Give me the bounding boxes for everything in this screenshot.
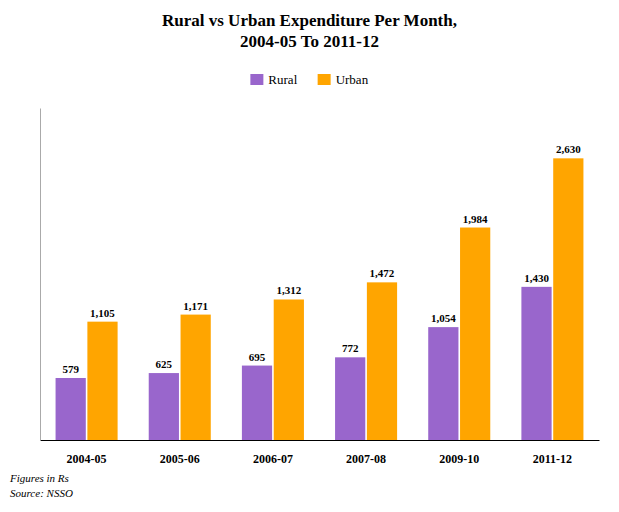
data-label: 772 xyxy=(342,342,359,354)
data-label: 579 xyxy=(62,363,79,375)
title: Rural vs Urban Expenditure Per Month, 200… xyxy=(162,11,457,51)
data-label: 1,312 xyxy=(276,284,301,296)
legend-swatch xyxy=(318,74,331,85)
x-axis: 2004-05 2005-06 2006-07 2007-08 2009-10 2011-… xyxy=(41,441,600,466)
y-axis xyxy=(40,109,41,441)
legend: Rural Urban xyxy=(250,72,368,87)
x-tick: 2009-10 xyxy=(439,452,479,466)
bar xyxy=(335,357,365,440)
footnote: Figures in Rs xyxy=(9,472,69,484)
bar xyxy=(56,378,86,440)
x-tick: 2006-07 xyxy=(253,452,293,466)
data-label: 1,984 xyxy=(463,213,488,225)
data-label: 625 xyxy=(156,358,173,370)
x-tick-label: 2006-07 xyxy=(253,452,293,466)
x-tick-label: 2007-08 xyxy=(346,452,386,466)
legend-label: Rural xyxy=(268,72,297,87)
data-label: 695 xyxy=(249,351,266,363)
title-line: 2004-05 To 2011-12 xyxy=(240,32,379,51)
footnotes: Figures in Rs Source: NSSO xyxy=(9,472,73,499)
bar xyxy=(242,366,272,440)
x-tick-label: 2004-05 xyxy=(67,452,107,466)
legend-item: Urban xyxy=(318,72,369,87)
chart: Rural vs Urban Expenditure Per Month, 200… xyxy=(0,0,619,512)
data-label: 2,630 xyxy=(556,143,581,155)
bar xyxy=(367,282,397,440)
bars xyxy=(56,158,584,440)
y-axis-line xyxy=(40,109,41,441)
plot: 579 625 695 772 1,054 1,430 1,105 1,171 1,312 1,4… xyxy=(41,109,600,466)
legend-item: Rural xyxy=(250,72,297,87)
title-line: Rural vs Urban Expenditure Per Month, xyxy=(162,11,457,30)
data-label: 1,472 xyxy=(370,267,395,279)
bar xyxy=(553,158,583,440)
data-label: 1,054 xyxy=(431,312,456,324)
data-label: 1,430 xyxy=(524,272,549,284)
x-tick: 2004-05 xyxy=(67,452,107,466)
x-tick-label: 2009-10 xyxy=(439,452,479,466)
x-tick: 2007-08 xyxy=(346,452,386,466)
footnote: Source: NSSO xyxy=(10,487,73,499)
x-tick-label: 2011-12 xyxy=(533,452,572,466)
legend-swatch xyxy=(250,74,263,85)
bar xyxy=(87,322,117,440)
bar xyxy=(521,287,551,440)
bar xyxy=(428,327,458,440)
x-tick-label: 2005-06 xyxy=(160,452,200,466)
bar xyxy=(181,315,211,440)
x-tick: 2011-12 xyxy=(533,452,572,466)
data-label: 1,105 xyxy=(90,307,115,319)
bar xyxy=(274,299,304,440)
data-label: 1,171 xyxy=(183,300,208,312)
legend-label: Urban xyxy=(336,72,369,87)
bar xyxy=(460,228,490,440)
data-labels: 579 625 695 772 1,054 1,430 1,105 1,171 1,312 1,4… xyxy=(62,143,581,375)
x-axis-line xyxy=(41,440,600,441)
bar xyxy=(149,373,179,440)
x-tick: 2005-06 xyxy=(160,452,200,466)
